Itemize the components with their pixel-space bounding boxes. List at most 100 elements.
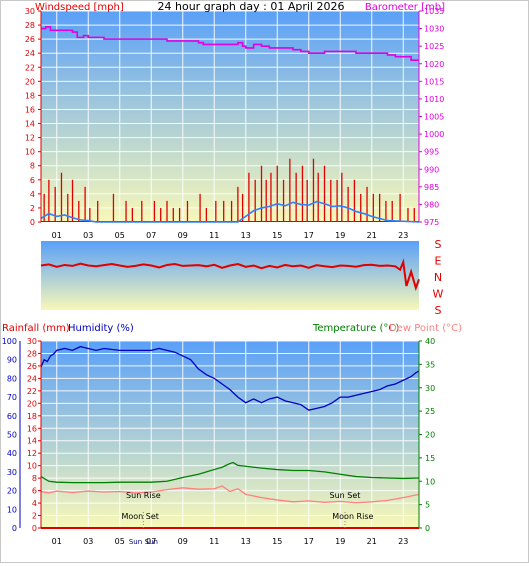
rainfall-tick-label: 10 xyxy=(27,462,37,471)
wind-hour-tick-label: 05 xyxy=(115,231,125,240)
rainfall-tick-label: 12 xyxy=(27,449,37,458)
wind-hour-tick-label: 01 xyxy=(52,231,62,240)
windspeed-tick-label: 4 xyxy=(30,190,35,199)
temperature-tick-label: 0 xyxy=(425,524,430,533)
barometer-axis-label: Barometer [mb] xyxy=(365,2,445,13)
windspeed-tick-label: 30 xyxy=(25,7,35,16)
wind-hour-tick-label: 03 xyxy=(83,231,93,240)
temp-hour-tick-label: 11 xyxy=(209,537,219,546)
temp-hour-tick-label: 17 xyxy=(304,537,314,546)
windspeed-tick-label: 28 xyxy=(25,21,35,30)
wind-hour-tick-label: 21 xyxy=(367,231,377,240)
rainfall-tick-label: 16 xyxy=(27,424,37,433)
temp-hour-tick-label: 15 xyxy=(272,537,282,546)
direction-series xyxy=(40,258,420,292)
humidity-tick-label: 0 xyxy=(12,524,17,533)
dewpoint-axis-label: Dew Point (°C) xyxy=(389,323,462,334)
compass-label: W xyxy=(433,288,444,301)
temp-hour-tick-label: 19 xyxy=(335,537,345,546)
wind-grid xyxy=(41,10,419,223)
compass-label: S xyxy=(435,304,442,317)
temp-series xyxy=(40,345,420,529)
rainfall-tick-label: 24 xyxy=(27,374,37,383)
temp-hour-tick-label: 09 xyxy=(178,537,188,546)
barometer-line xyxy=(41,26,419,62)
barometer-tick-label: 980 xyxy=(424,200,439,209)
temp-hour-tick-label: 13 xyxy=(241,537,251,546)
rainfall-tick-label: 4 xyxy=(32,499,37,508)
temp-hour-tick-label: 07 xyxy=(146,537,156,546)
temp-plot-area xyxy=(41,341,419,528)
rainfall-tick-label: 22 xyxy=(27,387,37,396)
rainfall-tick-label: 8 xyxy=(32,474,37,483)
temp-hour-tick-label: 01 xyxy=(52,537,62,546)
rainfall-tick-label: 6 xyxy=(32,487,37,496)
temperature-tick-label: 20 xyxy=(425,431,435,440)
temperature-tick-label: 40 xyxy=(425,337,435,346)
humidity-tick-label: 70 xyxy=(7,393,17,402)
wind-series xyxy=(40,26,420,223)
humidity-tick-label: 80 xyxy=(7,374,17,383)
barometer-tick-label: 1035 xyxy=(424,7,444,16)
humidity-tick-label: 90 xyxy=(7,356,17,365)
wind-hour-tick-label: 19 xyxy=(335,231,345,240)
temperature-tick-label: 30 xyxy=(425,384,435,393)
graph-title: 24 hour graph day : 01 April 2026 xyxy=(158,1,345,13)
wind-hour-tick-label: 23 xyxy=(398,231,408,240)
sun-event-label: Sun Set xyxy=(330,491,361,500)
moon-event-label: Moon Set xyxy=(121,512,158,521)
barometer-tick-label: 1025 xyxy=(424,42,444,51)
dewpoint-line xyxy=(40,485,420,504)
barometer-tick-labels: 975 980 985 990 995 1000 1005 1010 1015 1020 1025 1… xyxy=(418,7,444,227)
wind-hour-tick-labels: 01 03 05 07 09 11 13 15 17 19 21 23 xyxy=(52,231,409,240)
compass-label: N xyxy=(434,271,442,284)
humidity-tick-label: 60 xyxy=(7,412,17,421)
temperature-line xyxy=(40,461,420,484)
wind-direction-line xyxy=(40,258,420,292)
humidity-tick-label: 100 xyxy=(2,337,17,346)
rainfall-tick-label: 20 xyxy=(27,399,37,408)
wind-hour-tick-label: 17 xyxy=(304,231,314,240)
windspeed-tick-label: 14 xyxy=(25,120,35,129)
barometer-tick-label: 975 xyxy=(424,218,439,227)
temperature-tick-label: 35 xyxy=(425,360,435,369)
direction-plot-area xyxy=(41,241,419,310)
temp-hour-tick-label: 21 xyxy=(367,537,377,546)
humidity-line xyxy=(40,345,420,411)
barometer-tick-label: 990 xyxy=(424,165,439,174)
windspeed-tick-label: 6 xyxy=(30,176,35,185)
temperature-tick-labels: 0 5 10 15 20 25 30 35 40 xyxy=(418,337,435,533)
barometer-tick-label: 1015 xyxy=(424,77,444,86)
compass-label: S xyxy=(435,238,442,251)
windspeed-tick-label: 2 xyxy=(30,204,35,213)
temperature-tick-label: 10 xyxy=(425,477,435,486)
temp-hour-tick-labels: 01 03 05 07 09 11 13 15 17 19 21 23 xyxy=(52,537,409,546)
humidity-tick-label: 50 xyxy=(7,431,17,440)
wind-plot-area xyxy=(41,11,419,222)
sun-axis-label: Sun xyxy=(129,538,142,546)
windspeed-tick-label: 0 xyxy=(30,218,35,227)
wind-hour-tick-label: 11 xyxy=(209,231,219,240)
compass-label: E xyxy=(435,255,442,268)
wind-hour-tick-label: 13 xyxy=(241,231,251,240)
windspeed-tick-label: 24 xyxy=(25,49,35,58)
barometer-tick-label: 1005 xyxy=(424,113,444,122)
humidity-tick-label: 40 xyxy=(7,449,17,458)
rainfall-tick-label: 28 xyxy=(27,349,37,358)
barometer-tick-label: 1030 xyxy=(424,25,444,34)
humidity-tick-label: 20 xyxy=(7,487,17,496)
rainfall-tick-label: 0 xyxy=(32,524,37,533)
humidity-tick-label: 30 xyxy=(7,468,17,477)
wind-hour-tick-label: 15 xyxy=(272,231,282,240)
windspeed-tick-label: 20 xyxy=(25,77,35,86)
temperature-tick-label: 25 xyxy=(425,407,435,416)
sun-moon-annotations: Sun Rise Sun Set Moon Set Moon Rise Sun Sun xyxy=(121,491,373,546)
windspeed-tick-label: 26 xyxy=(25,35,35,44)
